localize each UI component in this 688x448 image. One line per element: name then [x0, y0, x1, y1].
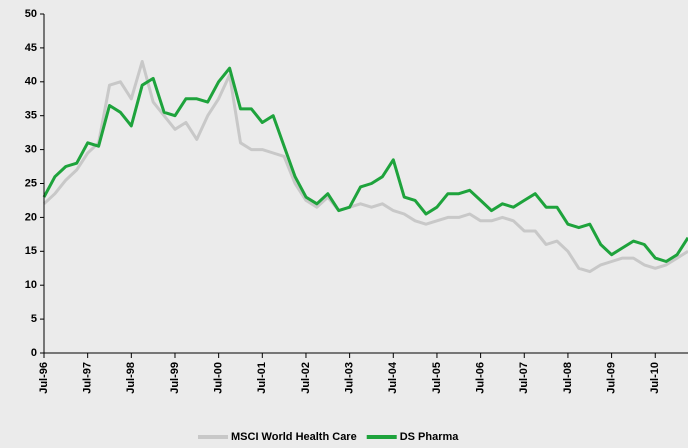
y-tick-label: 5 — [31, 313, 37, 325]
y-tick-label: 45 — [25, 42, 37, 54]
series-line — [42, 60, 688, 274]
legend-label: DS Pharma — [400, 431, 460, 443]
x-tick-label: Jul-05 — [431, 362, 443, 394]
x-tick-label: Jul-03 — [344, 362, 356, 394]
x-tick-label: Jul-00 — [213, 362, 225, 394]
x-tick-label: Jul-01 — [256, 362, 268, 394]
y-tick-label: 20 — [25, 211, 37, 223]
y-tick-label: 0 — [31, 347, 37, 359]
y-tick-label: 10 — [25, 279, 37, 291]
x-tick-label: Jul-07 — [518, 362, 530, 394]
x-tick-label: Jul-98 — [125, 362, 137, 394]
x-tick-label: Jul-99 — [169, 362, 181, 394]
x-tick-label: Jul-10 — [649, 362, 661, 394]
y-tick-label: 15 — [25, 245, 37, 257]
y-tick-label: 35 — [25, 110, 37, 122]
y-tick-label: 50 — [25, 8, 37, 20]
y-tick-label: 40 — [25, 76, 37, 88]
x-tick-label: Jul-97 — [82, 362, 94, 394]
y-tick-label: 30 — [25, 144, 37, 156]
y-tick-label: 25 — [25, 177, 37, 189]
x-tick-label: Jul-04 — [387, 361, 399, 394]
legend-label: MSCI World Health Care — [231, 431, 357, 443]
x-tick-label: Jul-06 — [475, 362, 487, 394]
x-tick-label: Jul-96 — [38, 362, 50, 394]
x-tick-label: Jul-09 — [605, 362, 617, 394]
series-line — [42, 66, 688, 263]
x-tick-label: Jul-02 — [300, 362, 312, 394]
x-tick-label: Jul-08 — [562, 362, 574, 394]
